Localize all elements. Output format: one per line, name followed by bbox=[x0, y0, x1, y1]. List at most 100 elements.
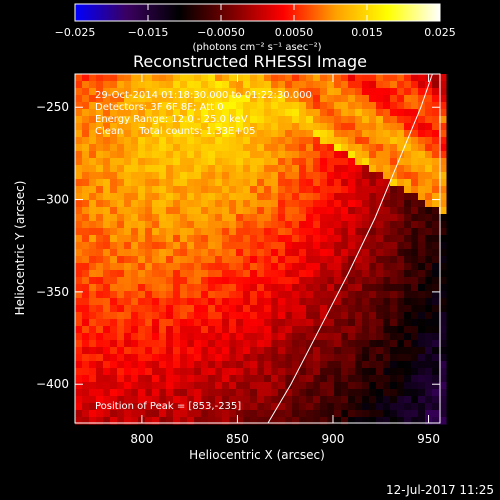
heatmap-cell bbox=[180, 179, 188, 187]
heatmap-cell bbox=[131, 151, 139, 159]
chart-title: Reconstructed RHESSI Image bbox=[133, 52, 367, 71]
heatmap-cell bbox=[264, 221, 272, 229]
heatmap-cell bbox=[327, 368, 335, 376]
heatmap-cell bbox=[124, 130, 132, 138]
heatmap-cell bbox=[201, 137, 209, 145]
heatmap-cell bbox=[82, 333, 90, 341]
heatmap-cell bbox=[369, 144, 377, 152]
heatmap-cell bbox=[117, 137, 125, 145]
heatmap-cell bbox=[236, 256, 244, 264]
heatmap-cell bbox=[222, 291, 230, 299]
heatmap-cell bbox=[397, 368, 405, 376]
heatmap-cell bbox=[292, 144, 300, 152]
heatmap-cell bbox=[285, 396, 293, 404]
heatmap-cell bbox=[159, 165, 167, 173]
heatmap-cell bbox=[89, 291, 97, 299]
heatmap-cell bbox=[187, 109, 195, 117]
heatmap-cell bbox=[180, 361, 188, 369]
heatmap-cell bbox=[145, 417, 153, 425]
heatmap-cell bbox=[313, 88, 321, 96]
heatmap-cell bbox=[103, 326, 111, 334]
heatmap-cell bbox=[110, 333, 118, 341]
heatmap-cell bbox=[418, 347, 426, 355]
heatmap-cell bbox=[180, 228, 188, 236]
heatmap-cell bbox=[215, 389, 223, 397]
heatmap-cell bbox=[376, 207, 384, 215]
heatmap-cell bbox=[152, 179, 160, 187]
heatmap-cell bbox=[376, 172, 384, 180]
heatmap-cell bbox=[439, 347, 447, 355]
heatmap-cell bbox=[292, 361, 300, 369]
heatmap-cell bbox=[173, 410, 181, 418]
heatmap-cell bbox=[243, 354, 251, 362]
heatmap-cell bbox=[173, 242, 181, 250]
heatmap-cell bbox=[404, 249, 412, 257]
heatmap-cell bbox=[201, 235, 209, 243]
heatmap-cell bbox=[362, 263, 370, 271]
heatmap-cell bbox=[439, 312, 447, 320]
heatmap-cell bbox=[131, 354, 139, 362]
heatmap-cell bbox=[173, 74, 181, 82]
heatmap-cell bbox=[96, 410, 104, 418]
heatmap-cell bbox=[201, 256, 209, 264]
heatmap-cell bbox=[201, 347, 209, 355]
heatmap-cell bbox=[131, 165, 139, 173]
heatmap-cell bbox=[166, 382, 174, 390]
heatmap-cell bbox=[152, 109, 160, 117]
heatmap-cell bbox=[341, 172, 349, 180]
heatmap-cell bbox=[145, 102, 153, 110]
heatmap-cell bbox=[411, 81, 419, 89]
heatmap-cell bbox=[264, 109, 272, 117]
heatmap-cell bbox=[152, 319, 160, 327]
heatmap-cell bbox=[355, 312, 363, 320]
heatmap-cell bbox=[264, 249, 272, 257]
heatmap-cell bbox=[257, 305, 265, 313]
plot-area: 800 850 900 950−250−300−350−400 bbox=[36, 73, 447, 446]
heatmap-cell bbox=[432, 81, 440, 89]
heatmap-cell bbox=[390, 305, 398, 313]
heatmap-cell bbox=[152, 333, 160, 341]
heatmap-cell bbox=[117, 298, 125, 306]
heatmap-cell bbox=[362, 116, 370, 124]
heatmap-cell bbox=[439, 298, 447, 306]
heatmap-cell bbox=[285, 298, 293, 306]
heatmap-cell bbox=[96, 312, 104, 320]
heatmap-cell bbox=[96, 144, 104, 152]
heatmap-cell bbox=[313, 186, 321, 194]
heatmap-cell bbox=[103, 382, 111, 390]
heatmap-cell bbox=[397, 389, 405, 397]
heatmap-cell bbox=[229, 291, 237, 299]
heatmap-cell bbox=[369, 382, 377, 390]
heatmap-cell bbox=[124, 312, 132, 320]
heatmap-cell bbox=[215, 326, 223, 334]
heatmap-cell bbox=[320, 172, 328, 180]
heatmap-cell bbox=[285, 144, 293, 152]
heatmap-cell bbox=[117, 291, 125, 299]
heatmap-cell bbox=[103, 193, 111, 201]
heatmap-cell bbox=[397, 263, 405, 271]
heatmap-cell bbox=[173, 186, 181, 194]
heatmap-cell bbox=[222, 270, 230, 278]
heatmap-cell bbox=[292, 368, 300, 376]
heatmap-cell bbox=[110, 347, 118, 355]
heatmap-cell bbox=[187, 74, 195, 82]
heatmap-cell bbox=[89, 228, 97, 236]
heatmap-cell bbox=[173, 137, 181, 145]
heatmap-cell bbox=[362, 137, 370, 145]
heatmap-cell bbox=[180, 221, 188, 229]
heatmap-cell bbox=[292, 242, 300, 250]
heatmap-cell bbox=[75, 144, 83, 152]
heatmap-cell bbox=[439, 263, 447, 271]
heatmap-cell bbox=[173, 102, 181, 110]
heatmap-cell bbox=[138, 228, 146, 236]
heatmap-cell bbox=[117, 361, 125, 369]
heatmap-cell bbox=[278, 368, 286, 376]
heatmap-cell bbox=[103, 221, 111, 229]
heatmap-cell bbox=[313, 333, 321, 341]
heatmap-cell bbox=[187, 214, 195, 222]
heatmap-cell bbox=[110, 312, 118, 320]
heatmap-cell bbox=[439, 137, 447, 145]
heatmap-cell bbox=[208, 284, 216, 292]
heatmap-cell bbox=[432, 249, 440, 257]
heatmap-cell bbox=[257, 312, 265, 320]
